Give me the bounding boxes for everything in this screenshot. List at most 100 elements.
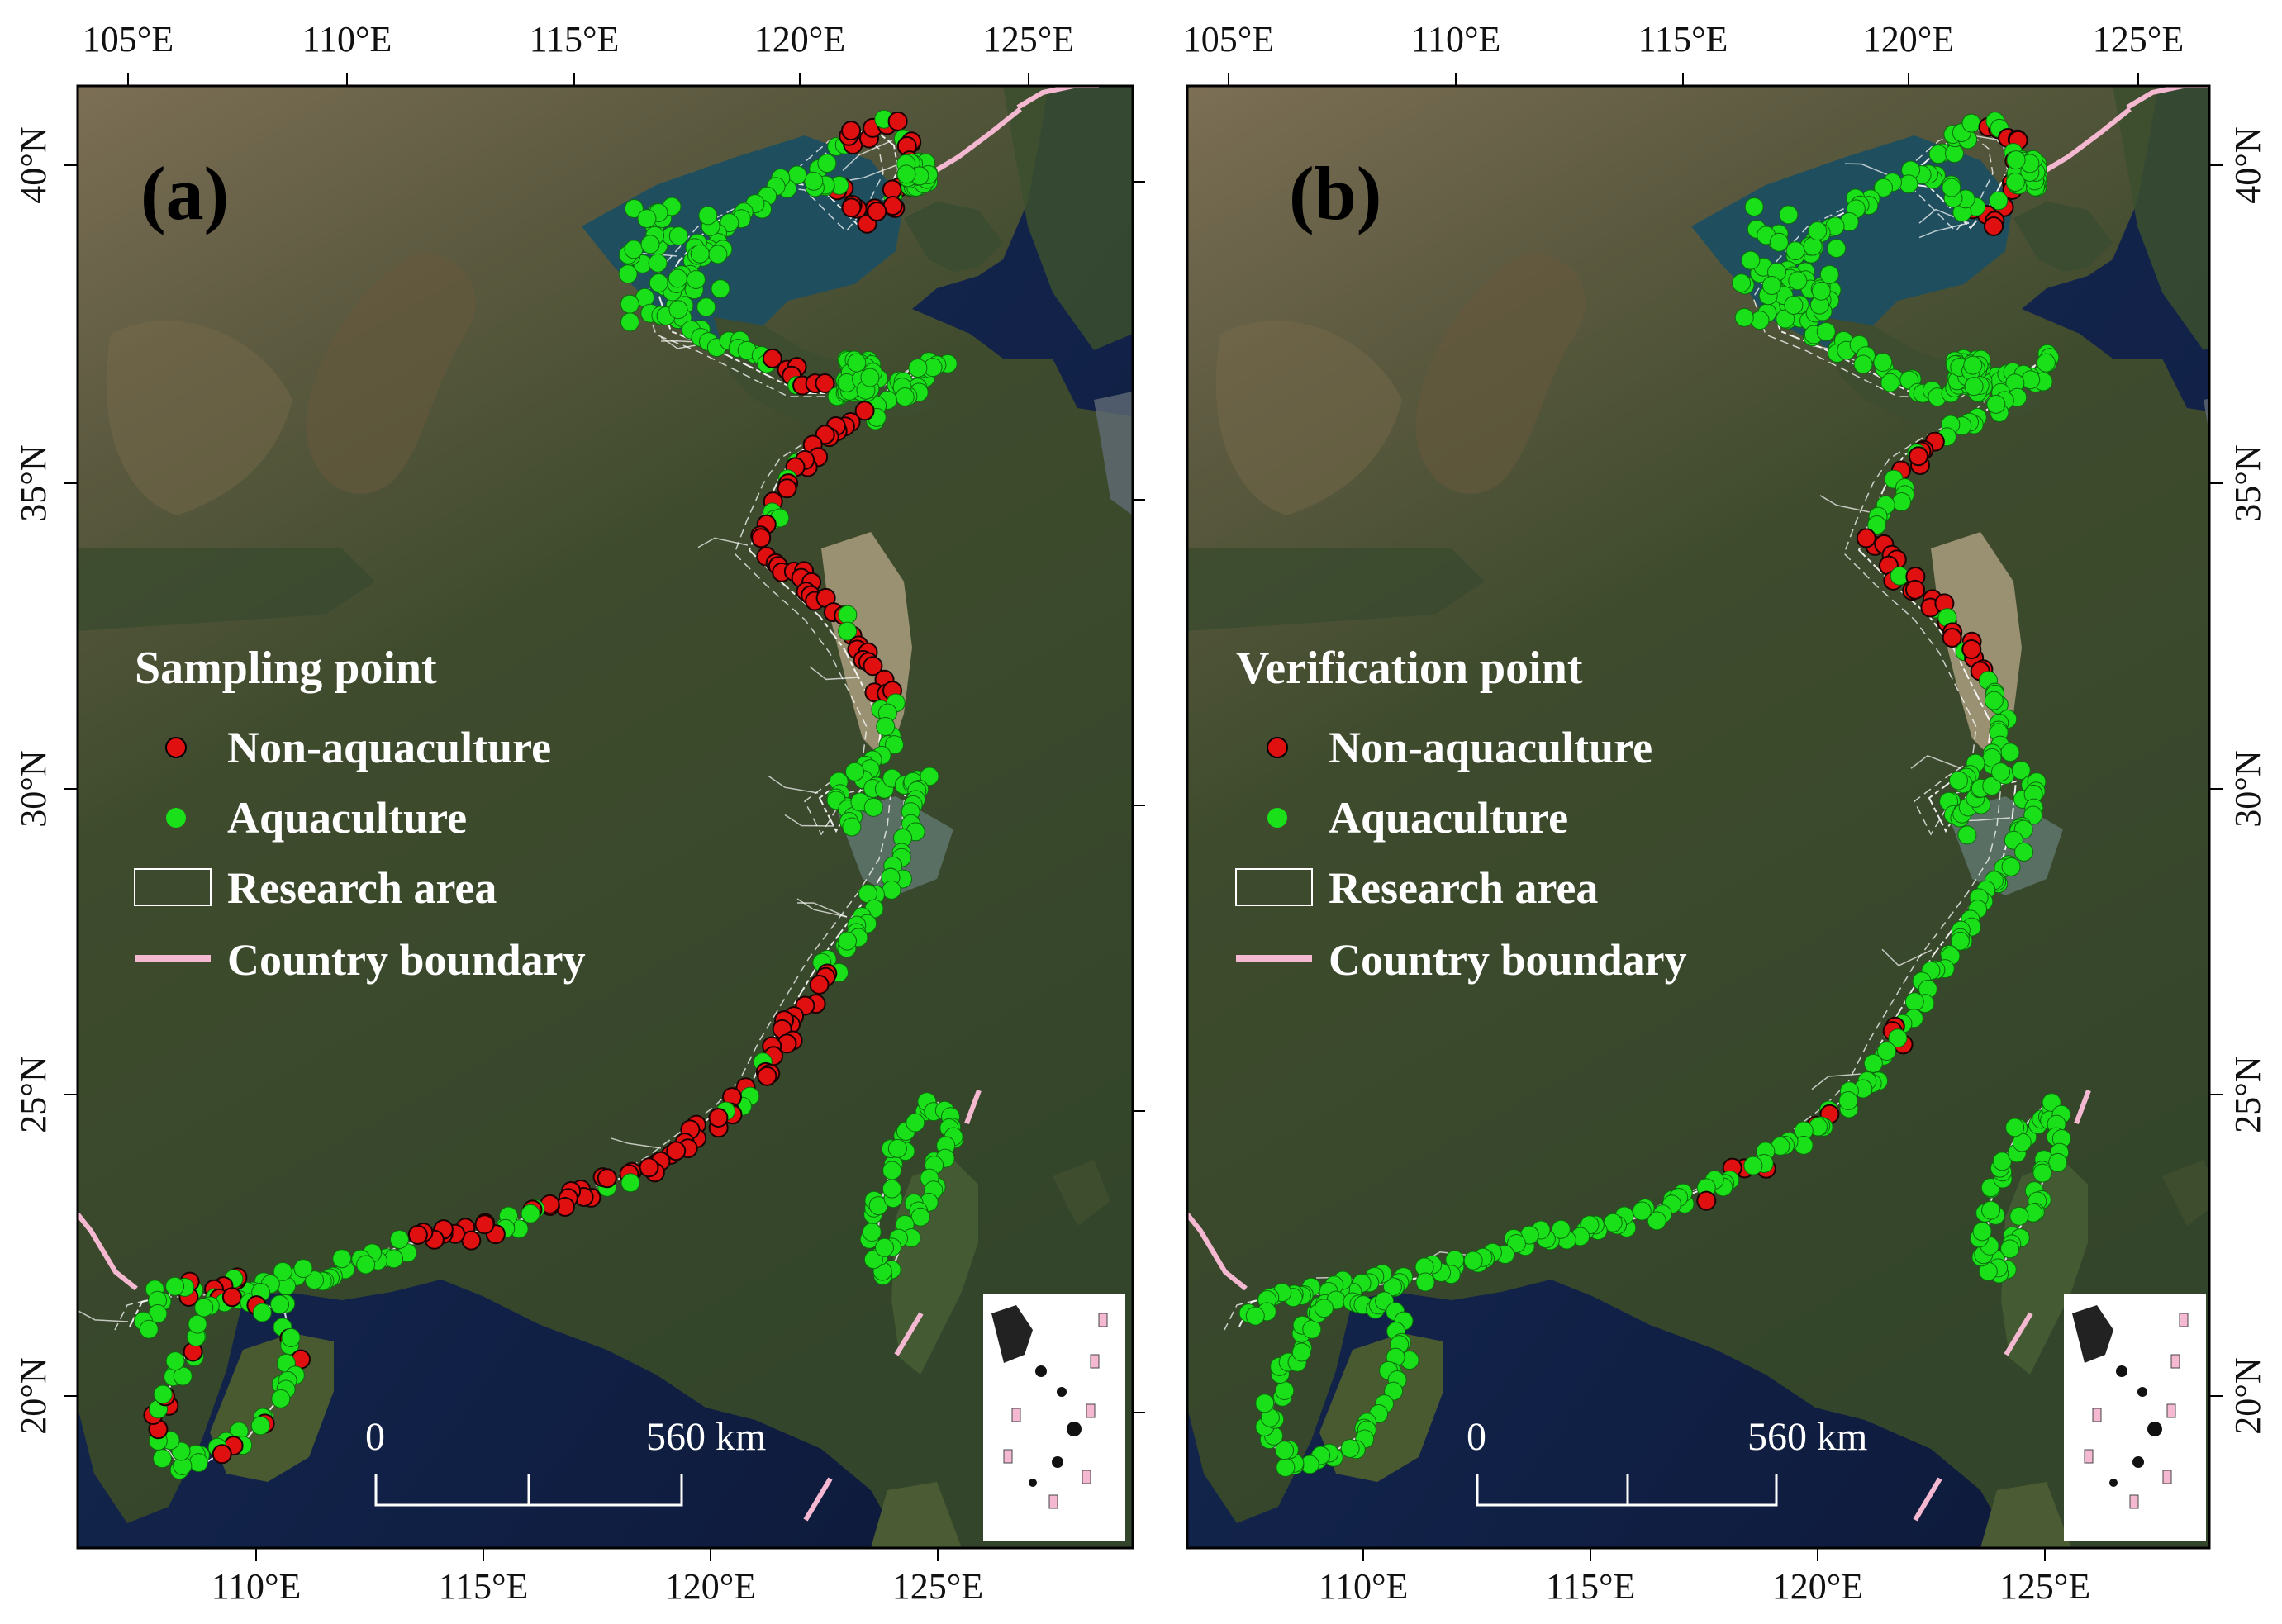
aquaculture-point bbox=[293, 1259, 313, 1279]
aquaculture-point bbox=[2005, 172, 2025, 192]
aquaculture-point bbox=[649, 273, 668, 293]
aquaculture-point bbox=[1743, 1156, 1763, 1175]
aquaculture-point bbox=[1816, 321, 1836, 341]
non-aquaculture-marker bbox=[1267, 737, 1288, 758]
non-aquaculture-point bbox=[815, 373, 835, 394]
aquaculture-point bbox=[1744, 197, 1764, 216]
aquaculture-point bbox=[817, 154, 837, 173]
aquaculture-point bbox=[2014, 842, 2034, 862]
non-aquaculture-point bbox=[1905, 579, 1926, 600]
aquaculture-point bbox=[389, 1229, 409, 1249]
aquaculture-point bbox=[1853, 354, 1873, 374]
aquaculture-point bbox=[668, 300, 688, 320]
top-longitude-label: 125°E bbox=[983, 19, 1074, 59]
aquaculture-point bbox=[637, 209, 657, 229]
aquaculture-point bbox=[332, 1249, 352, 1269]
panel-b-map bbox=[1187, 86, 2209, 1548]
aquaculture-point bbox=[2021, 370, 2041, 390]
non-aquaculture-point bbox=[863, 656, 883, 677]
aquaculture-point bbox=[844, 762, 864, 781]
aquaculture-point bbox=[188, 1314, 207, 1334]
non-aquaculture-point bbox=[1856, 528, 1876, 548]
non-aquaculture-point bbox=[809, 974, 830, 995]
aquaculture-point bbox=[521, 1204, 540, 1223]
non-aquaculture-point bbox=[474, 1214, 495, 1235]
aquaculture-point bbox=[838, 621, 858, 641]
aquaculture-point bbox=[896, 164, 916, 184]
aquaculture-point bbox=[906, 1113, 925, 1133]
aquaculture-point bbox=[1551, 1219, 1571, 1239]
aquaculture-point bbox=[624, 199, 644, 219]
aquaculture-point bbox=[1302, 1319, 1322, 1339]
aquaculture-point bbox=[1950, 931, 1970, 951]
legend-title: Sampling point bbox=[135, 643, 437, 694]
aquaculture-point bbox=[194, 1298, 214, 1318]
aquaculture-point bbox=[838, 931, 858, 951]
non-aquaculture-point bbox=[597, 1168, 617, 1189]
non-aquaculture-point bbox=[221, 1287, 242, 1308]
aquaculture-point bbox=[252, 1303, 272, 1322]
bottom-longitude-label: 120°E bbox=[665, 1566, 756, 1607]
aquaculture-point bbox=[1415, 1272, 1435, 1292]
aquaculture-point bbox=[2000, 1239, 2020, 1259]
aquaculture-point bbox=[895, 387, 915, 406]
aquaculture-point bbox=[882, 1161, 902, 1180]
aquaculture-point bbox=[2036, 353, 2056, 373]
aquaculture-point bbox=[1647, 1211, 1666, 1231]
aquaculture-point bbox=[1245, 1306, 1265, 1326]
aquaculture-point bbox=[356, 1255, 376, 1275]
aquaculture-point bbox=[2011, 761, 2031, 781]
right-latitude-label: 30°N bbox=[2227, 750, 2268, 827]
aquaculture-point bbox=[640, 235, 660, 254]
aquaculture-point bbox=[620, 1173, 640, 1193]
legend-aquaculture: Aquaculture bbox=[1329, 793, 1568, 843]
aquaculture-point bbox=[1990, 762, 2010, 782]
aquaculture-point bbox=[1992, 1152, 2012, 1171]
legend-country-boundary: Country boundary bbox=[1329, 935, 1687, 985]
aquaculture-point bbox=[1888, 1028, 1908, 1048]
aquaculture-point bbox=[281, 1327, 301, 1347]
aquaculture-point bbox=[882, 880, 901, 900]
aquaculture-point bbox=[1382, 1277, 1402, 1297]
left-latitude-label: 35°N bbox=[13, 444, 54, 521]
legend-non-aquaculture: Non-aquaculture bbox=[1329, 723, 1652, 772]
non-aquaculture-point bbox=[757, 1066, 777, 1086]
aquaculture-point bbox=[1632, 1201, 1652, 1221]
top-longitude-label: 125°E bbox=[2093, 19, 2184, 59]
panel-a-map bbox=[78, 86, 1133, 1548]
top-longitude-label: 110°E bbox=[1411, 19, 1501, 59]
aquaculture-point bbox=[668, 268, 687, 288]
scale-bar-b: 0 560 km bbox=[1467, 1415, 1867, 1507]
aquaculture-point bbox=[250, 1416, 270, 1436]
aquaculture-point bbox=[1808, 221, 1828, 241]
aquaculture-point bbox=[1961, 113, 1981, 133]
aquaculture-point bbox=[2000, 743, 2020, 762]
aquaculture-point bbox=[1984, 691, 2004, 710]
legend-title: Verification point bbox=[1236, 643, 1583, 694]
scale-max-label: 560 km bbox=[1747, 1415, 1867, 1459]
non-aquaculture-point bbox=[1961, 639, 1982, 660]
scale-zero-label: 0 bbox=[365, 1415, 385, 1459]
aquaculture-point bbox=[842, 817, 862, 837]
non-aquaculture-point bbox=[1908, 446, 1928, 467]
aquaculture-point bbox=[838, 605, 858, 624]
aquaculture-point bbox=[188, 1453, 208, 1473]
aquaculture-point bbox=[1942, 178, 1961, 197]
aquaculture-point bbox=[620, 312, 639, 332]
aquaculture-point bbox=[1276, 1457, 1296, 1477]
aquaculture-point bbox=[2048, 1152, 2068, 1172]
aquaculture-point bbox=[1788, 271, 1808, 291]
top-longitude-label: 120°E bbox=[1863, 19, 1954, 59]
legend-country-boundary: Country boundary bbox=[227, 935, 586, 985]
non-aquaculture-point bbox=[854, 401, 875, 421]
bottom-longitude-label: 115°E bbox=[439, 1566, 529, 1607]
aquaculture-point bbox=[863, 1250, 883, 1270]
aquaculture-point bbox=[165, 1276, 185, 1296]
aquaculture-point bbox=[273, 1261, 292, 1281]
aquaculture-point bbox=[1957, 825, 1977, 845]
verification-points bbox=[1238, 112, 2071, 1477]
aquaculture-point bbox=[1291, 1342, 1311, 1362]
aquaculture-point bbox=[620, 294, 639, 314]
aquaculture-point bbox=[1340, 1438, 1360, 1458]
